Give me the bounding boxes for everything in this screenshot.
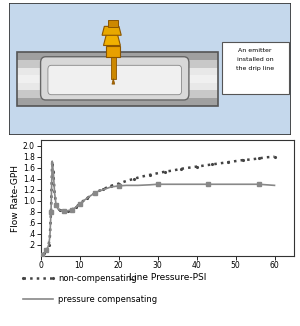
Bar: [17, 75, 218, 83]
Polygon shape: [112, 79, 115, 84]
Bar: [17, 52, 218, 106]
Text: pressure compensating: pressure compensating: [58, 295, 158, 304]
Y-axis label: Flow Rate-GPH: Flow Rate-GPH: [11, 165, 20, 231]
Bar: [108, 20, 118, 27]
Bar: [17, 67, 218, 75]
Bar: [17, 52, 218, 60]
FancyBboxPatch shape: [40, 57, 189, 100]
Bar: [106, 46, 120, 57]
FancyBboxPatch shape: [48, 65, 181, 95]
Bar: [17, 60, 218, 67]
Text: An emitter: An emitter: [238, 48, 272, 53]
Text: installed on: installed on: [237, 57, 274, 62]
Bar: [17, 90, 218, 98]
Bar: [17, 98, 218, 106]
Polygon shape: [102, 26, 121, 35]
X-axis label: Line Pressure-PSI: Line Pressure-PSI: [129, 273, 206, 282]
FancyBboxPatch shape: [222, 41, 289, 94]
Text: the drip line: the drip line: [236, 66, 274, 71]
Text: non-compensating: non-compensating: [58, 274, 137, 283]
Polygon shape: [103, 35, 120, 46]
Bar: [17, 83, 218, 90]
Bar: [110, 57, 116, 79]
